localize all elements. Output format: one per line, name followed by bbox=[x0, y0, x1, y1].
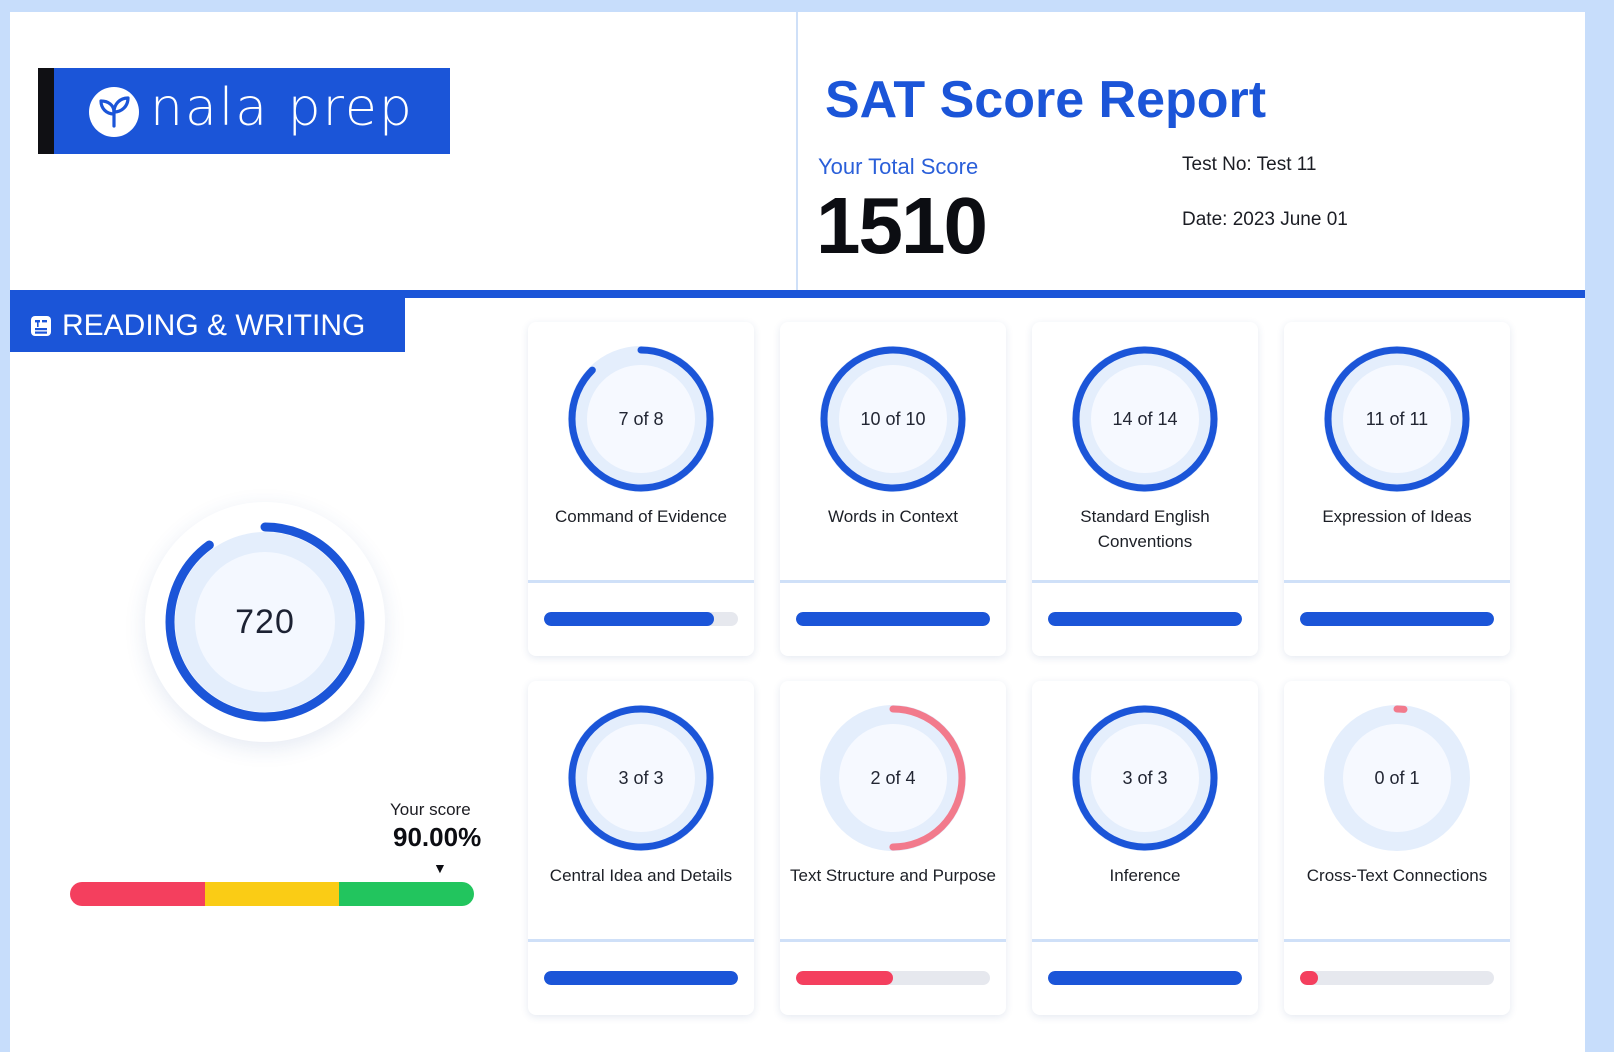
test-date: Date: 2023 June 01 bbox=[1182, 209, 1348, 230]
skill-label: Cross-Text Connections bbox=[1306, 866, 1488, 885]
skill-progress-bar bbox=[796, 971, 990, 985]
skill-card: 7 of 8 Command of Evidence bbox=[528, 322, 754, 656]
score-report-page: nala prep SAT Score Report Your Total Sc… bbox=[10, 12, 1585, 1052]
skill-label: Command of Evidence bbox=[555, 507, 727, 526]
skill-ring-arc bbox=[1072, 346, 1218, 492]
skill-progress-fill bbox=[544, 612, 714, 626]
skill-ring bbox=[1324, 705, 1470, 851]
card-divider bbox=[780, 580, 1006, 583]
skill-ring-arc bbox=[568, 705, 714, 851]
skill-ring-arc bbox=[1072, 705, 1218, 851]
skill-ring-arc bbox=[1324, 705, 1470, 851]
skill-count: 0 of 1 bbox=[1374, 767, 1420, 788]
section-score-ring bbox=[165, 522, 365, 722]
card-divider bbox=[528, 939, 754, 942]
scale-segment bbox=[70, 882, 205, 906]
skill-card: 14 of 14 Standard English Conventions bbox=[1032, 322, 1258, 656]
section-score-arc bbox=[165, 522, 365, 722]
scale-segment bbox=[204, 882, 340, 906]
skill-count: 11 of 11 bbox=[1365, 408, 1429, 429]
skill-label: Standard English Conventions bbox=[1080, 507, 1210, 551]
skill-label: Text Structure and Purpose bbox=[789, 866, 996, 885]
total-score-value: 1510 bbox=[816, 181, 988, 270]
skill-card: 3 of 3 Inference bbox=[1032, 681, 1258, 1015]
skill-ring-arc bbox=[820, 705, 966, 851]
total-score-label: Your Total Score bbox=[818, 154, 979, 179]
skill-progress-bar bbox=[1048, 612, 1242, 626]
skill-label: Words in Context bbox=[827, 507, 959, 526]
skill-card: 3 of 3 Central Idea and Details bbox=[528, 681, 754, 1015]
skill-progress-bar bbox=[796, 612, 990, 626]
skill-card: 10 of 10 Words in Context bbox=[780, 322, 1006, 656]
scale-marker-icon: ▼ bbox=[433, 860, 447, 876]
skill-progress-fill bbox=[544, 971, 738, 985]
card-divider bbox=[780, 939, 1006, 942]
skill-ring bbox=[820, 346, 966, 492]
card-divider bbox=[1032, 580, 1258, 583]
skill-ring bbox=[820, 705, 966, 851]
skill-ring bbox=[1072, 346, 1218, 492]
scale-label: Your score bbox=[390, 800, 471, 819]
sprout-icon bbox=[89, 87, 139, 137]
skill-count: 2 of 4 bbox=[870, 767, 916, 788]
skill-progress-bar bbox=[544, 971, 738, 985]
skill-progress-fill bbox=[796, 971, 893, 985]
test-number: Test No: Test 11 bbox=[1182, 154, 1317, 175]
skill-count: 3 of 3 bbox=[1122, 767, 1168, 788]
skill-card: 0 of 1 Cross-Text Connections bbox=[1284, 681, 1510, 1015]
skill-label: Inference bbox=[1109, 866, 1181, 885]
skill-ring-arc bbox=[568, 346, 714, 492]
document-icon bbox=[31, 316, 51, 336]
skill-label: Expression of Ideas bbox=[1322, 507, 1472, 526]
skill-progress-fill bbox=[1300, 971, 1318, 985]
skill-progress-bar bbox=[544, 612, 738, 626]
page-title: SAT Score Report bbox=[825, 71, 1267, 129]
skill-count: 3 of 3 bbox=[618, 767, 664, 788]
report-header: nala prep SAT Score Report Your Total Sc… bbox=[10, 12, 1585, 290]
section-banner: READING & WRITING bbox=[10, 298, 405, 352]
skill-progress-fill bbox=[1048, 971, 1242, 985]
skill-ring-arc bbox=[820, 346, 966, 492]
skill-progress-fill bbox=[1300, 612, 1494, 626]
scale-percent: 90.00% bbox=[393, 822, 482, 852]
skill-progress-fill bbox=[1048, 612, 1242, 626]
skill-ring-arc bbox=[1324, 346, 1470, 492]
skill-count: 14 of 14 bbox=[1112, 408, 1178, 429]
skill-card: 11 of 11 Expression of Ideas bbox=[1284, 322, 1510, 656]
card-divider bbox=[528, 580, 754, 583]
skill-progress-fill bbox=[796, 612, 990, 626]
scale-segment bbox=[339, 882, 474, 906]
card-divider bbox=[1284, 939, 1510, 942]
brand-name: nala prep bbox=[150, 78, 414, 138]
section-score-value: 720 bbox=[235, 602, 295, 641]
header-divider bbox=[796, 12, 798, 290]
skill-count: 7 of 8 bbox=[618, 408, 664, 429]
card-divider bbox=[1032, 939, 1258, 942]
skill-progress-bar bbox=[1300, 612, 1494, 626]
section-score-gauge: 720 bbox=[145, 502, 385, 742]
section-title: READING & WRITING bbox=[62, 309, 366, 342]
skill-card: 2 of 4 Text Structure and Purpose bbox=[780, 681, 1006, 1015]
logo-strip bbox=[38, 68, 54, 154]
skill-label: Central Idea and Details bbox=[549, 866, 733, 885]
score-scale-bar bbox=[70, 882, 474, 906]
header-rule bbox=[10, 290, 1585, 298]
skill-ring bbox=[568, 346, 714, 492]
skill-ring bbox=[1324, 346, 1470, 492]
brand-logo: nala prep bbox=[38, 68, 450, 154]
skill-count: 10 of 10 bbox=[860, 408, 926, 429]
skill-progress-bar bbox=[1048, 971, 1242, 985]
skill-ring bbox=[568, 705, 714, 851]
skill-progress-bar bbox=[1300, 971, 1494, 985]
skill-ring bbox=[1072, 705, 1218, 851]
card-divider bbox=[1284, 580, 1510, 583]
